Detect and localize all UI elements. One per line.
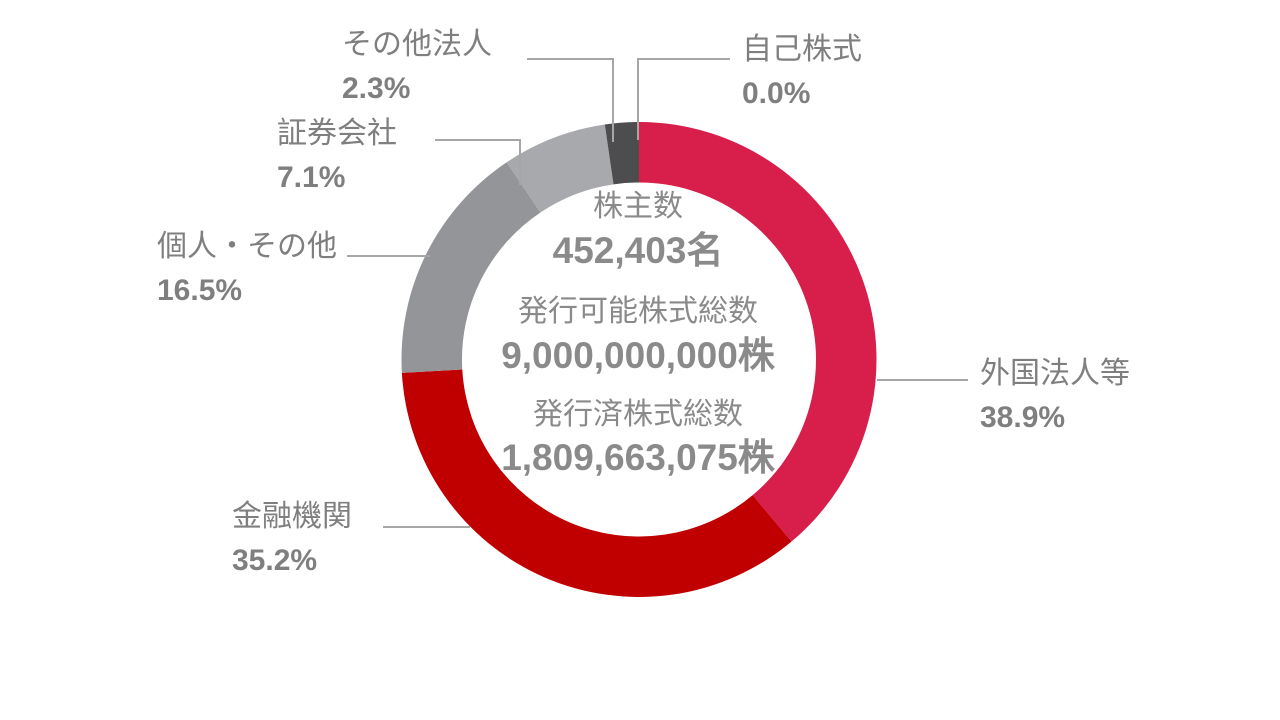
segment-name: その他法人 bbox=[342, 28, 492, 61]
segment-name: 外国法人等 bbox=[980, 357, 1130, 390]
issued-shares-label: 発行済株式総数 bbox=[533, 398, 743, 431]
label-financial-institutions: 金融機関 35.2% bbox=[232, 495, 352, 583]
leader-line-securities-companies bbox=[435, 139, 521, 185]
donut-segment-1 bbox=[401, 369, 792, 598]
issued-shares-value: 1,809,663,075株 bbox=[501, 437, 775, 478]
label-other-corporations: その他法人 2.3% bbox=[342, 23, 492, 111]
label-foreign-corporations: 外国法人等 38.9% bbox=[980, 352, 1130, 440]
segment-name: 証券会社 bbox=[277, 117, 397, 150]
donut-segment-3 bbox=[506, 124, 614, 213]
label-individuals-others: 個人・その他 16.5% bbox=[157, 225, 337, 313]
segment-percent: 0.0% bbox=[742, 77, 811, 110]
authorized-shares-value: 9,000,000,000株 bbox=[501, 335, 775, 376]
donut-segment-2 bbox=[401, 162, 541, 373]
donut-segments bbox=[401, 122, 877, 598]
shareholders-count-value: 452,403名 bbox=[552, 230, 724, 271]
label-securities-companies: 証券会社 7.1% bbox=[277, 112, 397, 200]
segment-name: 個人・その他 bbox=[157, 230, 337, 263]
leader-lines bbox=[347, 58, 968, 528]
segment-percent: 16.5% bbox=[157, 274, 243, 307]
shareholders-count-label: 株主数 bbox=[593, 190, 683, 223]
authorized-shares-label: 発行可能株式総数 bbox=[518, 295, 758, 328]
label-treasury-stock: 自己株式 0.0% bbox=[742, 28, 862, 116]
segment-percent: 7.1% bbox=[277, 161, 346, 194]
segment-percent: 38.9% bbox=[980, 401, 1066, 434]
segment-percent: 35.2% bbox=[232, 544, 318, 577]
donut-segment-0 bbox=[639, 122, 877, 542]
segment-name: 金融機関 bbox=[232, 500, 352, 533]
segment-name: 自己株式 bbox=[742, 33, 862, 66]
segment-percent: 2.3% bbox=[342, 72, 411, 105]
leader-line-treasury-stock bbox=[637, 58, 730, 140]
leader-line-other-corporations bbox=[527, 58, 614, 142]
